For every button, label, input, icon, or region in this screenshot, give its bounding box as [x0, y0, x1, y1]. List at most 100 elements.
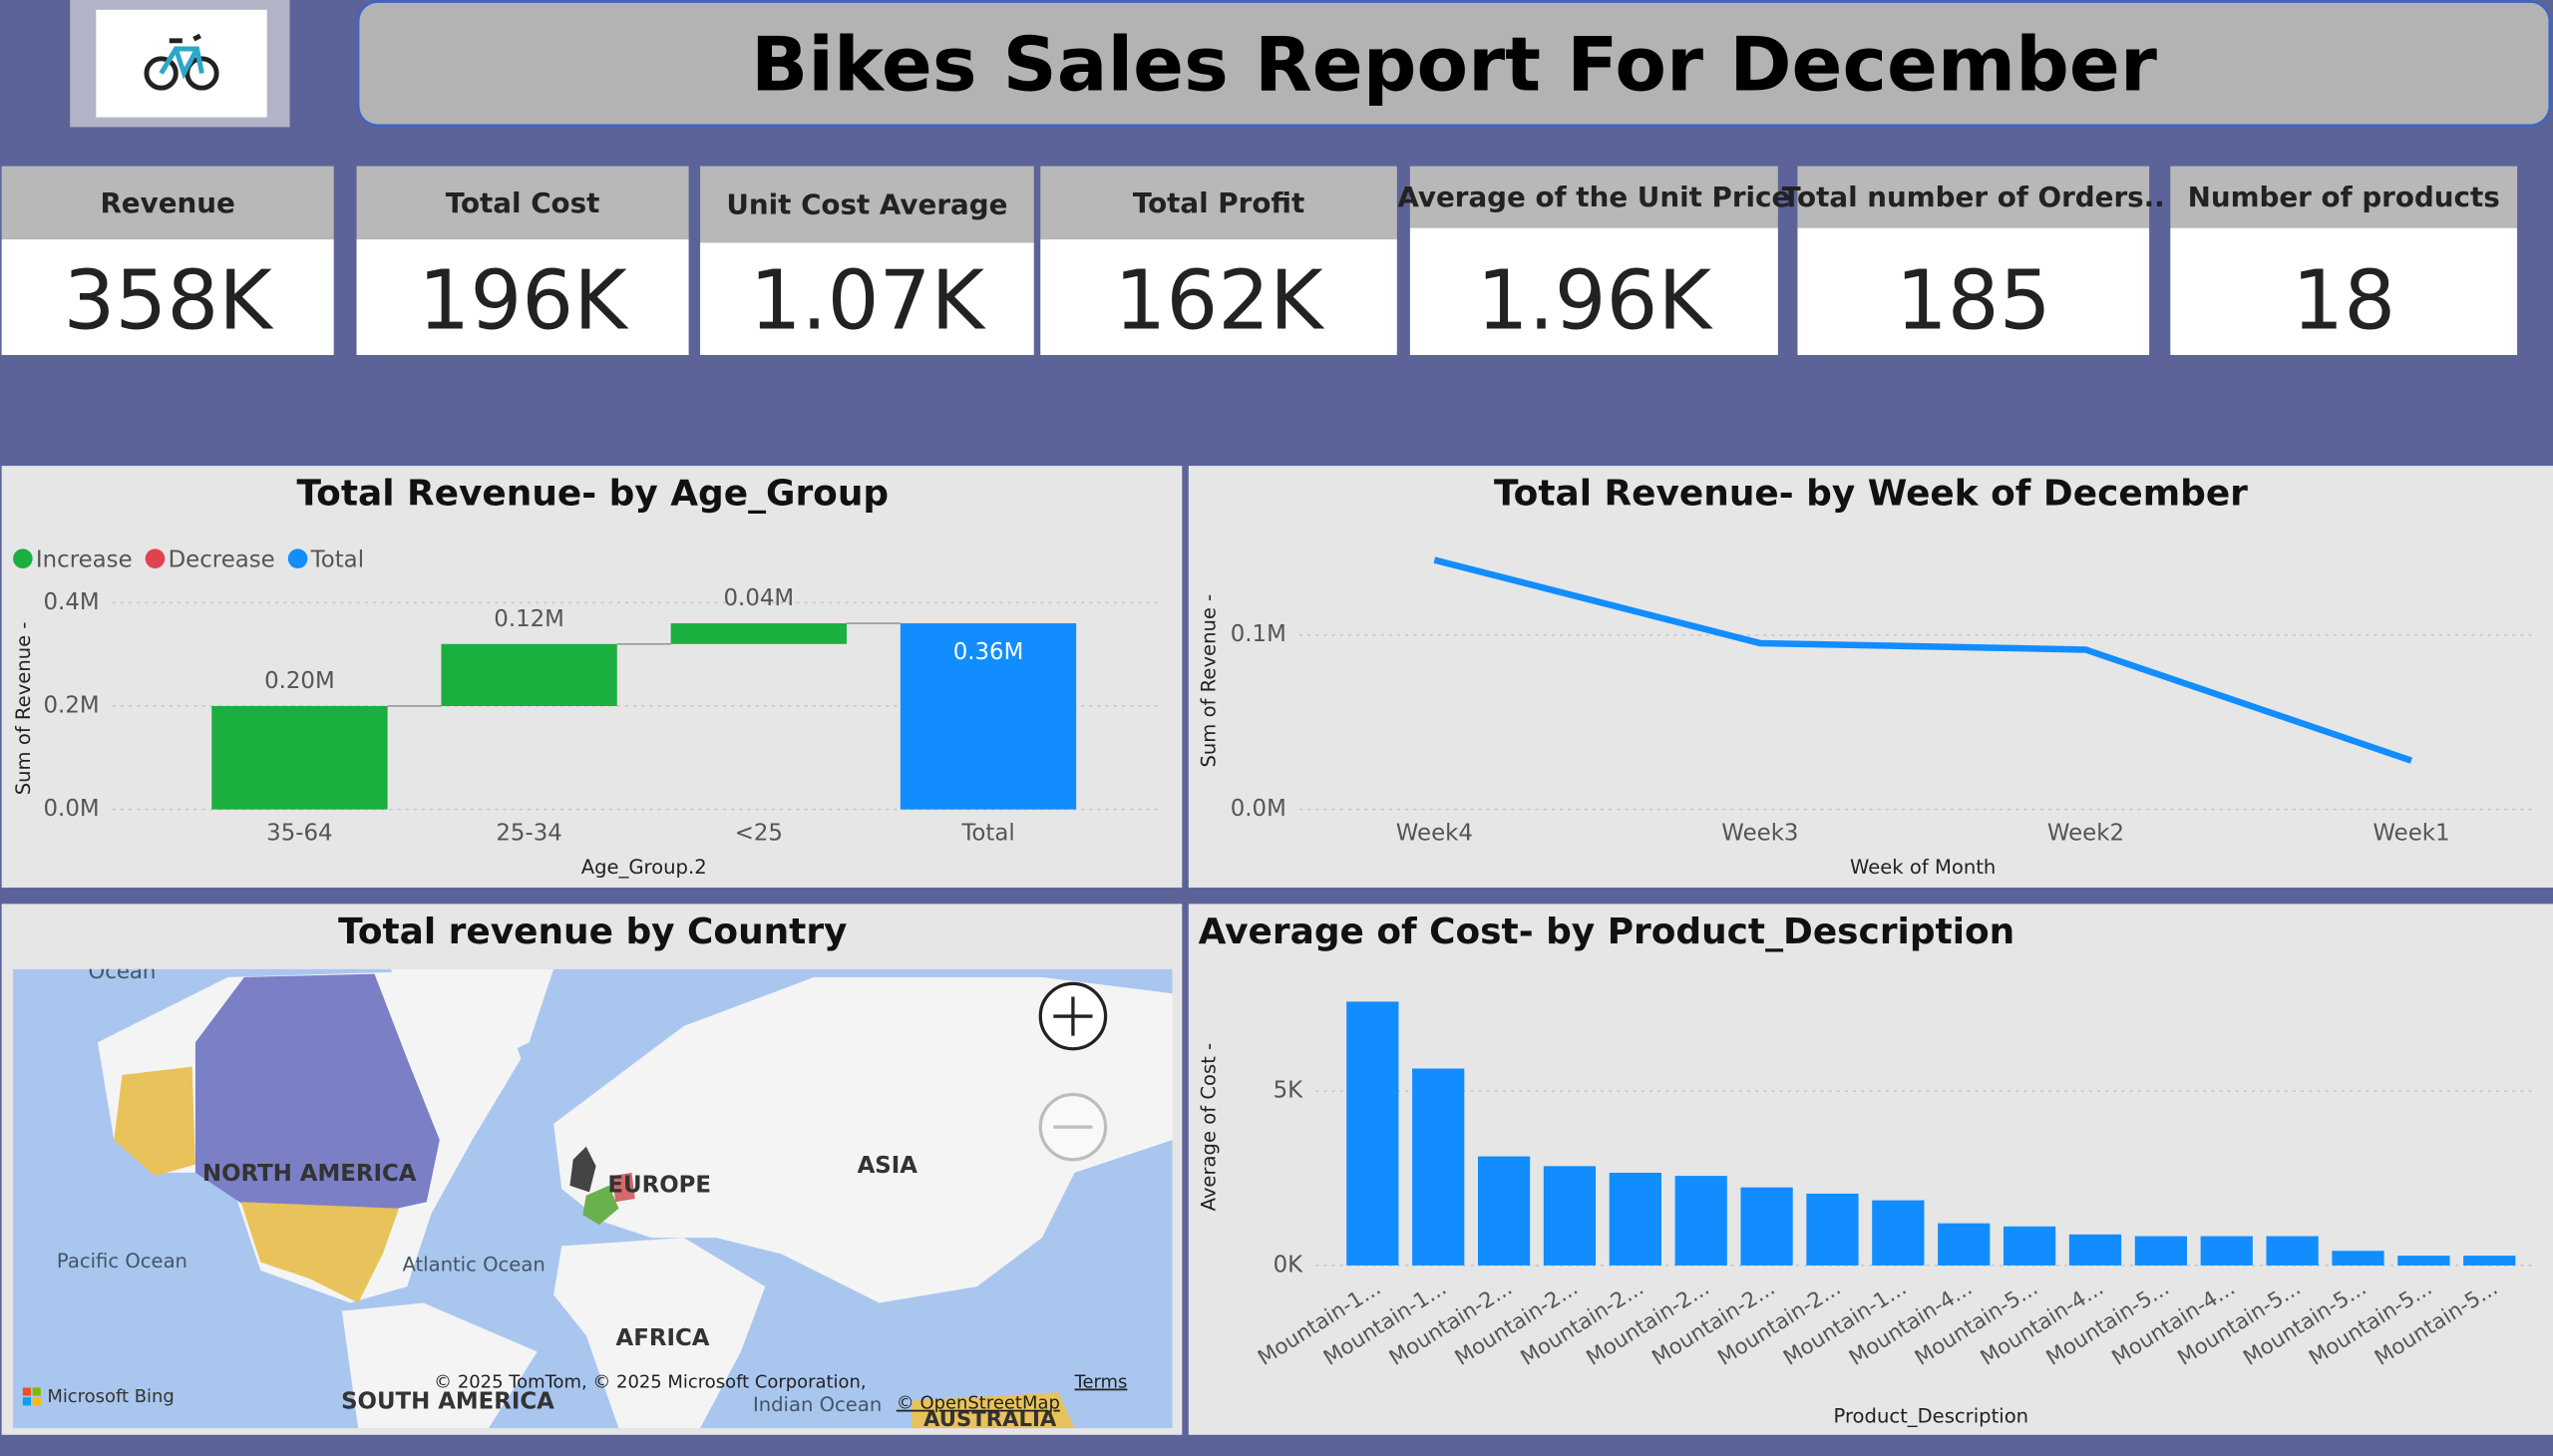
x-tick-label: Week1	[2372, 821, 2449, 847]
kpi-card	[1040, 239, 1397, 356]
kpi-header	[1040, 166, 1397, 240]
land	[390, 968, 554, 1075]
kpi-card	[356, 239, 689, 356]
country	[912, 1392, 1075, 1429]
bar	[2134, 1236, 2187, 1266]
terms-link[interactable]: Terms	[1074, 1372, 1128, 1393]
bar	[211, 705, 388, 810]
kpi-value: 18	[2292, 253, 2395, 348]
kpi-header	[2170, 166, 2518, 228]
bar	[670, 623, 847, 644]
kpi-row: Revenue 358K Total Cost 196K Unit Cost Avera…	[1, 166, 2518, 356]
y-tick-label: 5K	[1274, 1078, 1304, 1104]
line	[1433, 556, 2413, 764]
land	[553, 1238, 766, 1429]
map-label: Pacific Ocean	[57, 1250, 187, 1273]
bar	[900, 623, 1077, 810]
kpi-label: Unit Cost Average	[726, 188, 1007, 221]
bing-label: Microsoft Bing	[47, 1386, 174, 1407]
legend-label: Decrease	[169, 546, 275, 572]
x-axis-title: Week of Month	[1850, 856, 1996, 879]
country	[582, 1185, 619, 1226]
kpi-card	[1, 239, 334, 356]
map-label: EUROPE	[607, 1172, 711, 1198]
bing-logo	[22, 1397, 32, 1406]
data-label: 0.12M	[494, 606, 564, 632]
x-axis-title: Product_Description	[1833, 1404, 2028, 1427]
bing-logo	[32, 1397, 41, 1406]
map-title: Total revenue by Country	[338, 911, 847, 952]
country	[114, 1066, 195, 1177]
kpi-value: 185	[1896, 253, 2051, 348]
y-axis-title: Average of Cost -	[1198, 1043, 1221, 1212]
title-bar	[356, 0, 2551, 127]
map-label: AFRICA	[616, 1325, 710, 1351]
bar	[2397, 1256, 2450, 1266]
data-label: 0.04M	[724, 585, 795, 611]
country	[194, 973, 440, 1214]
x-axis-title: Age_Group.2	[581, 856, 707, 879]
bar	[441, 643, 617, 706]
x-tick-label: Total	[960, 821, 1014, 847]
y-tick-label: 0.0M	[1231, 796, 1286, 822]
y-tick-label: 0.4M	[44, 589, 100, 615]
kpi-label: Total Cost	[446, 186, 600, 219]
bike-icon	[144, 33, 219, 91]
legend-label: Total	[310, 546, 364, 572]
osm-link[interactable]: © OpenStreetMap	[897, 1393, 1060, 1414]
kpi-card	[1409, 227, 1778, 356]
bar	[1674, 1176, 1727, 1266]
bar	[2266, 1236, 2319, 1266]
map-label: ASIA	[858, 1153, 918, 1179]
kpi-value: 358K	[64, 253, 275, 348]
kpi-label: Number of products	[2188, 181, 2500, 213]
y-tick-label: 0.1M	[1231, 621, 1286, 647]
bar	[1346, 1001, 1399, 1266]
data-label: 0.20M	[264, 668, 335, 694]
kpi-value: 196K	[418, 253, 629, 348]
kpi-value: 162K	[1114, 253, 1325, 348]
kpi-value: 1.96K	[1477, 253, 1714, 348]
x-tick-label: Week2	[2047, 821, 2124, 847]
land	[341, 1302, 538, 1429]
kpi-value: 1.07K	[750, 253, 987, 348]
legend-label: Increase	[36, 546, 133, 572]
bar	[2463, 1256, 2516, 1266]
kpi-header	[1, 166, 334, 240]
zoom-out[interactable]	[1038, 1092, 1108, 1162]
bar	[1477, 1156, 1531, 1266]
bar	[1412, 1068, 1465, 1266]
land	[553, 976, 1173, 1303]
map-label: AUSTRALIA	[923, 1407, 1057, 1432]
kpi-header	[700, 166, 1034, 243]
map: Ocean NORTH AMERICA EUROPE ASIA Pacific …	[13, 959, 1173, 1432]
map-label: Indian Ocean	[753, 1393, 882, 1416]
chart-title: Total Revenue- by Age_Group	[296, 473, 889, 514]
kpi-card	[1797, 227, 2150, 356]
legend-marker	[145, 548, 166, 568]
legend-marker	[287, 548, 308, 568]
zoom-in[interactable]	[1038, 981, 1108, 1051]
bar	[1806, 1193, 1859, 1266]
bar	[1609, 1172, 1661, 1266]
map-label: Atlantic Ocean	[402, 1253, 545, 1275]
bar	[1543, 1166, 1597, 1266]
kpi-header	[356, 166, 689, 240]
x-tick-label: Week3	[1721, 821, 1798, 847]
map-label: SOUTH AMERICA	[341, 1389, 554, 1415]
x-tick-label: <25	[735, 821, 783, 847]
kpi-header	[1409, 166, 1778, 228]
bing-logo	[32, 1387, 41, 1396]
kpi-label: Revenue	[100, 186, 234, 219]
y-tick-label: 0.0M	[44, 796, 100, 822]
bar	[1872, 1200, 1925, 1266]
kpi-label: Average of the Unit Price	[1397, 181, 1790, 213]
country	[569, 1146, 596, 1193]
map-label: Ocean	[89, 959, 157, 984]
y-axis-title: Sum of Revenue -	[12, 621, 35, 795]
country	[611, 1172, 635, 1203]
legend-marker	[13, 548, 33, 568]
kpi-label: Total Profit	[1133, 186, 1304, 219]
